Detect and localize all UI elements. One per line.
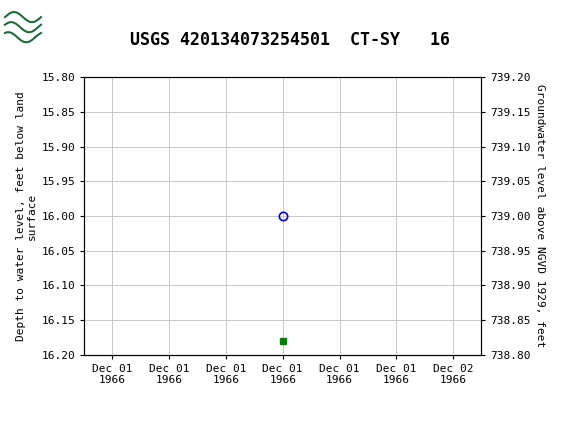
- Bar: [4, 5, 42, 43]
- Text: USGS: USGS: [50, 14, 118, 34]
- Y-axis label: Depth to water level, feet below land
surface: Depth to water level, feet below land su…: [16, 91, 37, 341]
- Text: USGS 420134073254501  CT-SY   16: USGS 420134073254501 CT-SY 16: [130, 31, 450, 49]
- Y-axis label: Groundwater level above NGVD 1929, feet: Groundwater level above NGVD 1929, feet: [535, 84, 545, 348]
